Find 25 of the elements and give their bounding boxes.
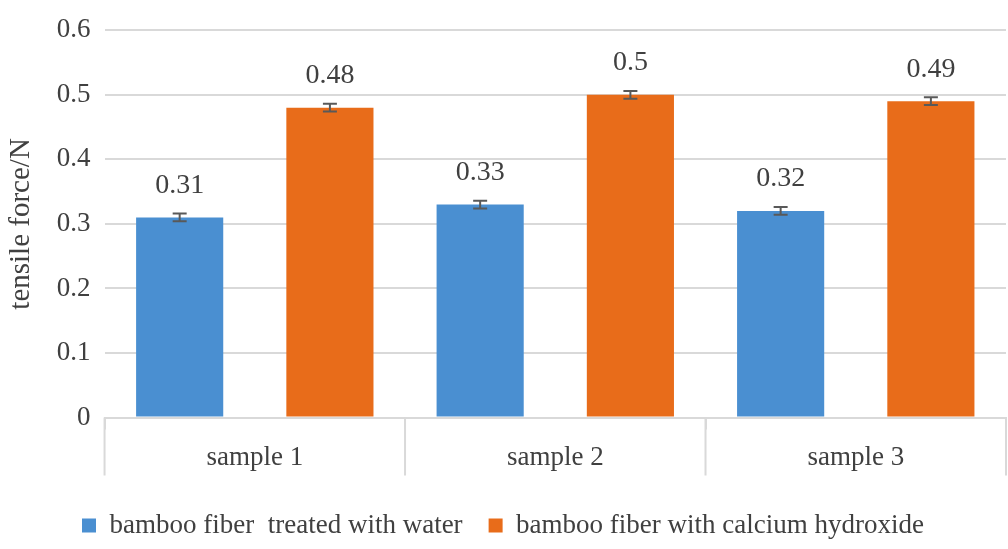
bar [586,94,674,417]
y-tick-label: 0.1 [56,336,91,367]
bar [286,107,374,417]
data-label: 0.31 [155,167,205,199]
y-tick-label: 0 [77,400,91,431]
bar [436,204,524,417]
x-tick-label: sample 2 [506,440,604,471]
bar [887,101,975,417]
data-label: 0.32 [756,161,806,193]
y-tick-label: 0.4 [56,142,92,173]
data-label: 0.48 [305,58,355,90]
data-label: 0.49 [906,51,956,83]
x-tick-label: sample 1 [206,440,304,471]
y-tick-label: 0.2 [56,271,91,302]
y-tick-label: 0.3 [56,206,91,237]
legend-label: bamboo fiber with calcium hydroxide [516,508,925,539]
legend-label: bamboo fiber treated with water [109,508,463,539]
y-tick-label: 0.6 [56,13,91,44]
y-axis-title: tensile force/N [3,138,36,310]
data-label: 0.33 [455,154,505,186]
bar [737,210,825,417]
bar [136,217,224,417]
data-label: 0.5 [612,45,648,77]
y-tick-label: 0.5 [56,77,91,108]
x-tick-label: sample 3 [807,440,905,471]
